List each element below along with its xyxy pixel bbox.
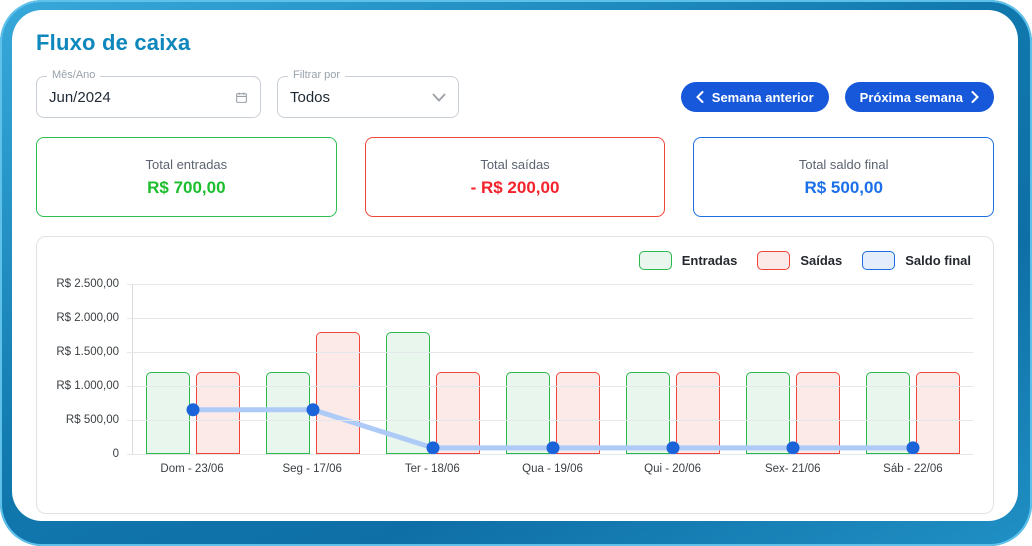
- gridline: [127, 386, 973, 387]
- total-saidas-value: - R$ 200,00: [470, 177, 560, 197]
- y-tick-label: R$ 2.500,00: [56, 278, 119, 290]
- saidas-bar: [316, 331, 360, 454]
- gridline: [127, 318, 973, 319]
- category-slot: [493, 284, 613, 454]
- y-tick-label: R$ 500,00: [65, 414, 119, 426]
- legend-swatch-icon: [757, 251, 791, 270]
- total-entradas-card: Total entradas R$ 700,00: [36, 137, 337, 217]
- saidas-bar: [916, 372, 960, 454]
- total-entradas-value: R$ 700,00: [147, 177, 226, 197]
- category-slot: [613, 284, 733, 454]
- page-title: Fluxo de caixa: [36, 30, 191, 55]
- legend-label: Saldo final: [905, 253, 971, 268]
- y-tick-label: R$ 1.000,00: [56, 380, 119, 392]
- month-year-field-value: Jun/2024: [49, 88, 111, 106]
- plot-area: [127, 284, 973, 455]
- chart-legend: Entradas Saídas Saldo final: [37, 251, 973, 270]
- gridline: [127, 284, 973, 285]
- chevron-down-icon: [432, 92, 446, 102]
- chart-body: R$ 2.500,00 R$ 2.000,00 R$ 1.500,00 R$ 1.00…: [37, 278, 973, 475]
- chevron-left-icon: [695, 91, 704, 103]
- gridline: [127, 352, 973, 353]
- saidas-bar: [436, 372, 480, 454]
- previous-week-button[interactable]: Semana anterior: [680, 82, 829, 112]
- category-slot: [253, 284, 373, 454]
- legend-swatch-icon: [862, 251, 896, 270]
- x-axis-label: Qua - 19/06: [522, 463, 583, 475]
- filter-by-value: Todos: [290, 88, 331, 106]
- category-slot: [133, 284, 253, 454]
- gridline: [127, 420, 973, 421]
- total-saidas-card: Total saídas - R$ 200,00: [364, 137, 666, 217]
- filter-row: Mês/Ano Jun/2024 Filtrar por Todos: [36, 69, 994, 118]
- total-saldo-final-value: R$ 500,00: [804, 177, 883, 197]
- y-tick-label: R$ 2.000,00: [56, 312, 119, 324]
- plot-column: Dom - 23/06 Seg - 17/06 Ter - 18/06 Qua - 1…: [127, 284, 973, 475]
- month-year-field[interactable]: Mês/Ano Jun/2024: [36, 69, 261, 118]
- saidas-bar: [556, 372, 600, 454]
- entradas-bar: [506, 372, 550, 454]
- category-slot: [733, 284, 853, 454]
- legend-item: Entradas: [638, 251, 738, 270]
- legend-label: Saídas: [800, 253, 843, 268]
- calendar-icon[interactable]: [235, 91, 248, 104]
- total-saldo-final-label: Total saldo final: [798, 156, 889, 172]
- category-slot: [373, 284, 493, 454]
- filter-by-label: Filtrar por: [288, 69, 346, 81]
- gridline: [127, 454, 973, 455]
- previous-week-label: Semana anterior: [711, 89, 814, 105]
- next-week-button[interactable]: Próxima semana: [844, 82, 994, 112]
- x-axis: Dom - 23/06 Seg - 17/06 Ter - 18/06 Qua - 1…: [132, 454, 973, 475]
- week-nav-buttons: Semana anterior Próxima semana: [680, 82, 994, 112]
- saidas-bar: [196, 372, 240, 454]
- y-axis: R$ 2.500,00 R$ 2.000,00 R$ 1.500,00 R$ 1.00…: [37, 278, 132, 460]
- entradas-bar: [746, 372, 790, 454]
- saidas-bar: [676, 372, 720, 454]
- total-saldo-final-card: Total saldo final R$ 500,00: [693, 137, 995, 217]
- month-year-field-label: Mês/Ano: [47, 69, 101, 81]
- x-axis-label: Qui - 20/06: [644, 463, 702, 475]
- x-axis-label: Sex- 21/06: [764, 463, 821, 475]
- entradas-bar: [866, 372, 910, 454]
- category-slot: [853, 284, 973, 454]
- y-tick-label: 0: [112, 448, 119, 460]
- x-axis-label: Sáb - 22/06: [883, 463, 943, 475]
- bar-slots: [133, 284, 973, 454]
- y-tick-label: R$ 1.500,00: [56, 346, 119, 358]
- main-panel: Fluxo de caixa Mês/Ano Jun/2024 Filtrar …: [12, 10, 1018, 521]
- legend-item: Saídas: [757, 251, 842, 270]
- entradas-bar: [626, 372, 670, 454]
- summary-cards-row: Total entradas R$ 700,00 Total saídas - …: [36, 137, 995, 217]
- entradas-bar: [266, 372, 310, 454]
- x-axis-label: Seg - 17/06: [282, 463, 342, 475]
- saidas-bar: [796, 372, 840, 454]
- legend-label: Entradas: [681, 253, 738, 268]
- cash-flow-chart-card: Entradas Saídas Saldo final R$ 2.500,00 R$ …: [36, 236, 994, 514]
- total-saidas-label: Total saídas: [480, 156, 550, 172]
- chevron-right-icon: [971, 91, 979, 103]
- legend-item: Saldo final: [862, 251, 971, 270]
- total-entradas-label: Total entradas: [145, 156, 228, 172]
- x-axis-label: Dom - 23/06: [160, 463, 224, 475]
- filter-by-select[interactable]: Filtrar por Todos: [277, 69, 459, 118]
- x-axis-label: Ter - 18/06: [404, 463, 460, 475]
- entradas-bar: [386, 331, 430, 454]
- next-week-label: Próxima semana: [859, 89, 963, 105]
- legend-swatch-icon: [638, 251, 672, 270]
- entradas-bar: [146, 372, 190, 454]
